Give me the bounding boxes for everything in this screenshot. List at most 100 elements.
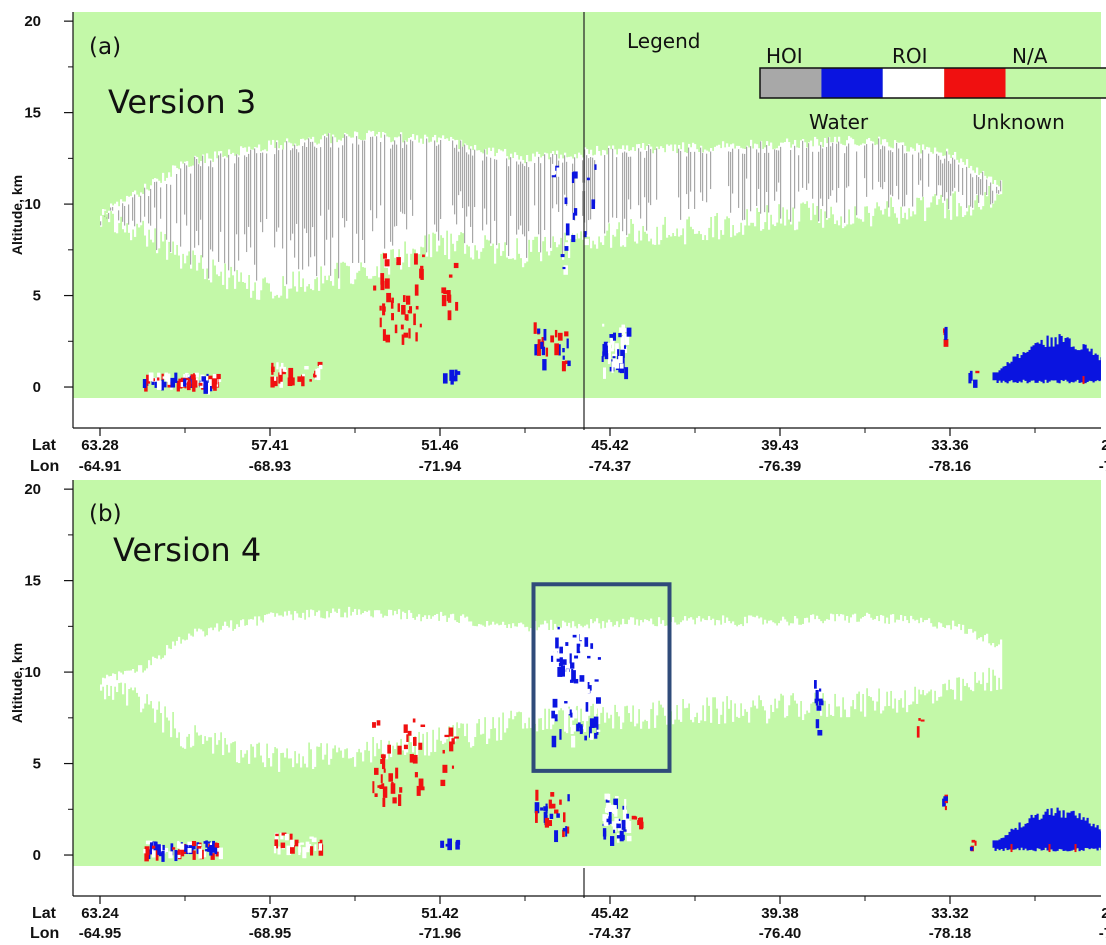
cloud-column-hoi <box>534 163 536 206</box>
cloud-column-roi <box>382 617 385 754</box>
cloud-column-roi <box>106 213 109 215</box>
surface-mixed-cell <box>288 367 294 378</box>
precip-red-streak <box>446 290 451 299</box>
surface-mixed-cell <box>298 847 302 853</box>
y-tick-label: 20 <box>24 13 41 30</box>
surface-mixed-cell <box>153 841 158 851</box>
low-water-cloud-column <box>1020 355 1023 383</box>
cloud-column-roi <box>196 631 199 733</box>
lat-tick-label: 45.42 <box>591 905 629 922</box>
cloud-column-roi <box>684 616 687 709</box>
legend-label-na: N/A <box>1012 44 1048 68</box>
cloud-column-roi <box>340 617 343 751</box>
low-water-cell <box>604 353 609 360</box>
precip-red-streak <box>382 786 388 798</box>
cloud-column-roi <box>606 154 609 231</box>
surface-mixed-cell <box>176 380 180 392</box>
lat-tick-label: 51.46 <box>421 437 459 454</box>
cloud-column-roi <box>412 618 415 753</box>
cloud-column-hoi <box>986 179 988 196</box>
surface-mixed-cell <box>151 850 156 858</box>
mid-water-cell <box>590 643 594 649</box>
cloud-column-roi <box>688 618 691 704</box>
surface-mixed-cell <box>174 372 178 383</box>
surface-mixed-cell <box>178 378 183 389</box>
cloud-column-hoi <box>180 168 182 247</box>
cloud-column-hoi <box>574 157 576 221</box>
precip-red-streak <box>415 332 418 342</box>
surface-mixed-cell <box>170 843 174 856</box>
cloud-column-roi <box>570 627 573 728</box>
surface-mixed-cell <box>208 375 213 380</box>
cloud-column-roi <box>896 619 899 713</box>
precip-red-streak <box>390 300 394 309</box>
precip-red-streak <box>419 323 422 328</box>
surface-water-cell <box>452 375 456 382</box>
surface-mixed-cell <box>174 849 178 862</box>
cloud-column-roi <box>264 615 267 768</box>
cloud-column-roi <box>258 616 261 743</box>
low-water-cell <box>554 830 559 843</box>
mid-water-cell <box>551 735 557 748</box>
low-water-cloud-column <box>1098 829 1101 848</box>
low-water-cloud-column <box>996 372 999 383</box>
cloud-column-roi <box>726 617 729 697</box>
cloud-column-roi <box>724 147 727 220</box>
cloud-column-roi <box>654 626 657 728</box>
cloud-column-roi <box>642 143 645 226</box>
cloud-column-roi <box>870 617 873 698</box>
cloud-column-hoi <box>980 179 982 195</box>
lon-tick-label: -76.39 <box>759 458 802 475</box>
cloud-column-hoi <box>286 141 288 285</box>
cloud-column-roi <box>102 677 105 687</box>
cloud-column-hoi <box>124 205 126 226</box>
cloud-column-roi <box>660 146 663 241</box>
cloud-column-roi <box>880 614 883 714</box>
cloud-column-roi <box>612 626 615 729</box>
cloud-column-roi <box>568 622 571 707</box>
cloud-column-roi <box>348 136 351 267</box>
surface-mixed-cell <box>187 381 192 388</box>
cloud-column-roi <box>146 189 149 247</box>
cloud-column-roi <box>280 145 283 296</box>
legend-title: Legend <box>627 29 700 53</box>
surface-mixed-cell <box>212 840 216 853</box>
cloud-column-hoi <box>308 138 310 267</box>
surface-mixed-cell <box>187 848 192 853</box>
mid-water-cell <box>573 710 578 719</box>
cloud-column-roi <box>488 625 491 739</box>
cloud-column-roi <box>748 615 751 723</box>
cloud-column-hoi <box>628 156 630 200</box>
mid-water-cell <box>568 709 572 716</box>
cloud-column-hoi <box>156 181 158 251</box>
low-water-cell <box>613 798 618 809</box>
cloud-column-hoi <box>856 151 858 216</box>
cloud-column-roi <box>618 627 621 717</box>
low-water-cloud-column <box>1062 341 1065 382</box>
cloud-column-hoi <box>228 154 230 271</box>
cloud-column-roi <box>874 619 877 711</box>
precip-red-streak <box>388 773 393 782</box>
cloud-column-hoi <box>922 150 924 197</box>
cloud-column-roi <box>190 635 193 748</box>
precip-red-streak <box>399 787 403 793</box>
low-water-cell <box>550 335 555 343</box>
cloud-column-roi <box>366 611 369 742</box>
surface-mixed-cell <box>214 843 220 848</box>
cloud-column-hoi <box>590 157 592 220</box>
cloud-column-roi <box>324 618 327 755</box>
cloud-column-hoi <box>942 163 944 197</box>
y-tick-label: 20 <box>24 481 41 498</box>
cloud-column-hoi <box>254 148 256 265</box>
cloud-column-hoi <box>392 144 394 246</box>
precip-red-streak <box>390 783 396 794</box>
cloud-column-roi <box>162 172 165 242</box>
lon-tick-label: -64.95 <box>79 925 122 942</box>
mid-water-cell <box>816 705 822 711</box>
highlight-box <box>531 582 672 773</box>
cloud-column-roi <box>172 641 175 712</box>
cloud-column-roi <box>922 622 925 690</box>
low-water-cell <box>619 363 624 369</box>
cloud-column-roi <box>174 165 177 255</box>
cloud-column-roi <box>762 624 765 707</box>
